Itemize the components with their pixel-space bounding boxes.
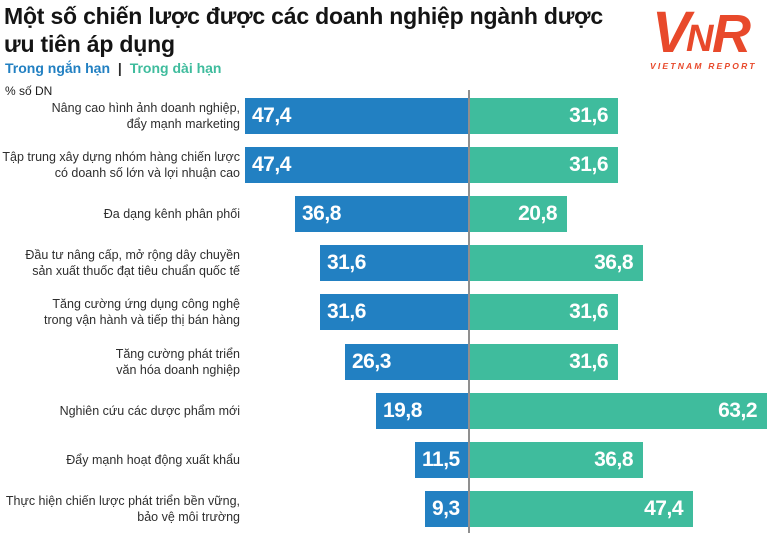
category-label: Nâng cao hình ảnh doanh nghiệp, đẩy mạnh… — [51, 101, 240, 131]
long-term-bar: 20,8 — [469, 196, 567, 232]
long-term-bar: 36,8 — [469, 442, 643, 478]
short-term-bar: 36,8 — [295, 196, 469, 232]
category-label: Tăng cường phát triển văn hóa doanh nghi… — [115, 347, 240, 377]
legend-short-term-label: Trong ngắn hạn — [5, 60, 110, 76]
short-term-value: 36,8 — [302, 202, 341, 225]
short-term-bar: 47,4 — [245, 147, 469, 183]
short-term-value: 47,4 — [252, 104, 291, 127]
long-term-value: 63,2 — [718, 399, 757, 422]
page-title-line-2: ưu tiên áp dụng — [4, 31, 175, 57]
legend: Trong ngắn hạn | Trong dài hạn — [5, 60, 221, 76]
page-title-line-1: Một số chiến lược được các doanh nghiệp … — [4, 3, 603, 29]
category-label: Nghiên cứu các dược phẩm mới — [59, 404, 240, 418]
short-term-value: 9,3 — [432, 497, 460, 520]
category-label: Đa dạng kênh phân phối — [103, 207, 240, 221]
long-term-bar: 31,6 — [469, 294, 618, 330]
short-term-value: 31,6 — [327, 300, 366, 323]
logo-letter-v: V — [652, 0, 695, 65]
short-term-value: 26,3 — [352, 350, 391, 373]
long-term-bar: 63,2 — [469, 393, 767, 429]
long-term-bar: 31,6 — [469, 147, 618, 183]
page-title: Một số chiến lược được các doanh nghiệp … — [4, 2, 654, 58]
long-term-bar: 31,6 — [469, 344, 618, 380]
long-term-value: 31,6 — [569, 104, 608, 127]
short-term-bar: 9,3 — [425, 491, 469, 527]
short-term-bar: 26,3 — [345, 344, 469, 380]
short-term-bar: 11,5 — [415, 442, 469, 478]
long-term-value: 31,6 — [569, 350, 608, 373]
long-term-value: 36,8 — [594, 448, 633, 471]
short-term-value: 31,6 — [327, 251, 366, 274]
vietnam-report-logo: V N R VIETNAM REPORT — [650, 0, 757, 71]
axis-unit-note: % số DN — [5, 84, 53, 98]
long-term-value: 20,8 — [518, 202, 557, 225]
short-term-value: 47,4 — [252, 153, 291, 176]
logo-letter-n: N — [686, 18, 715, 60]
long-term-value: 36,8 — [594, 251, 633, 274]
long-term-bar: 36,8 — [469, 245, 643, 281]
short-term-value: 11,5 — [422, 448, 460, 471]
category-label: Đẩy mạnh hoạt động xuất khẩu — [66, 453, 240, 467]
long-term-value: 31,6 — [569, 300, 608, 323]
long-term-value: 31,6 — [569, 153, 608, 176]
category-label: Tăng cường ứng dụng công nghệ trong vận … — [44, 297, 240, 327]
short-term-value: 19,8 — [383, 399, 422, 422]
short-term-bar: 31,6 — [320, 245, 469, 281]
short-term-bar: 47,4 — [245, 98, 469, 134]
logo-subtext: VIETNAM REPORT — [650, 61, 757, 71]
axis-line — [468, 90, 470, 533]
category-label: Tập trung xây dựng nhóm hàng chiến lược … — [2, 150, 240, 180]
logo-letter-r: R — [712, 4, 751, 64]
short-term-bar: 19,8 — [376, 393, 469, 429]
category-label: Đầu tư nâng cấp, mở rộng dây chuyền sản … — [25, 248, 240, 278]
legend-separator: | — [117, 60, 122, 76]
long-term-value: 47,4 — [644, 497, 683, 520]
category-label: Thực hiện chiến lược phát triển bền vững… — [5, 494, 240, 524]
long-term-bar: 47,4 — [469, 491, 693, 527]
short-term-bar: 31,6 — [320, 294, 469, 330]
legend-long-term-label: Trong dài hạn — [129, 60, 222, 76]
long-term-bar: 31,6 — [469, 98, 618, 134]
